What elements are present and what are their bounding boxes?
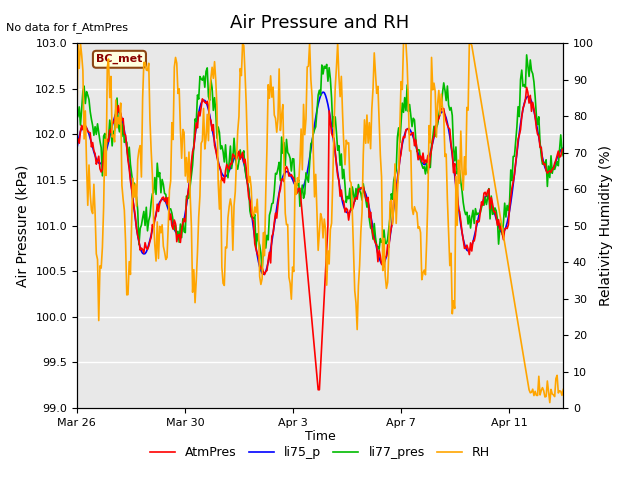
Text: BC_met: BC_met — [96, 54, 143, 64]
Text: Air Pressure and RH: Air Pressure and RH — [230, 14, 410, 33]
Y-axis label: Relativity Humidity (%): Relativity Humidity (%) — [600, 145, 614, 306]
X-axis label: Time: Time — [305, 431, 335, 444]
Y-axis label: Air Pressure (kPa): Air Pressure (kPa) — [16, 165, 30, 287]
Legend: AtmPres, li75_p, li77_pres, RH: AtmPres, li75_p, li77_pres, RH — [145, 441, 495, 464]
Text: No data for f_AtmPres: No data for f_AtmPres — [6, 22, 129, 33]
